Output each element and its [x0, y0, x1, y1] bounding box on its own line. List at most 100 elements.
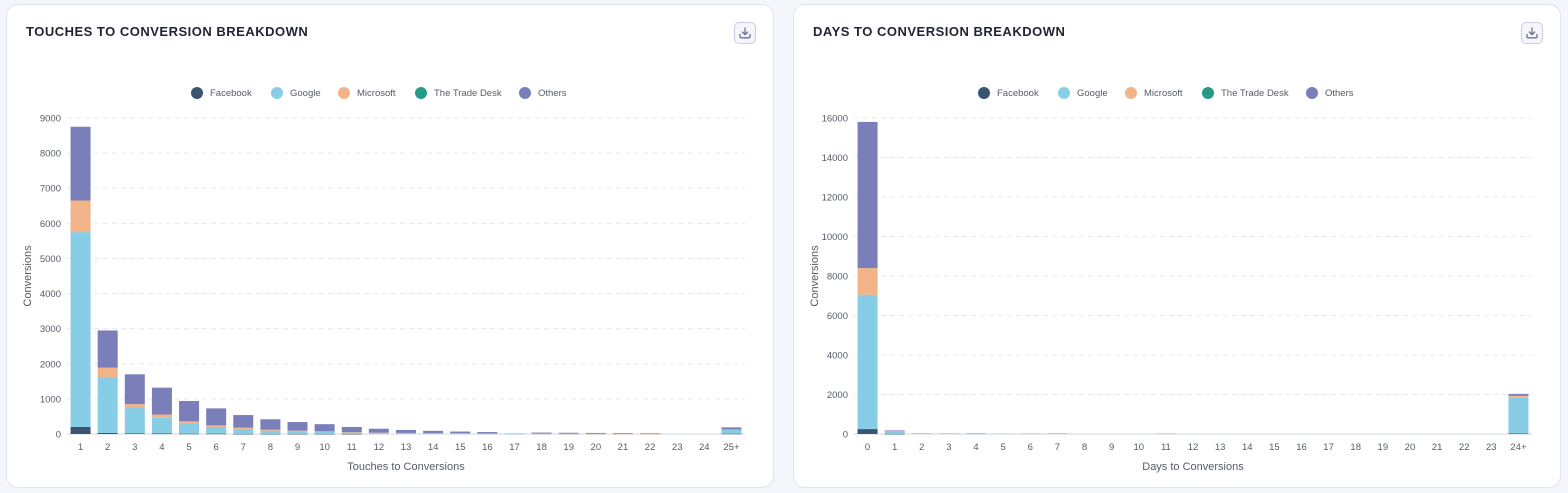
- y-tick-label: 0: [56, 430, 61, 441]
- x-tick-label: 21: [618, 442, 629, 453]
- bar-segment: [884, 431, 905, 434]
- bar-segment: [396, 429, 416, 433]
- legend-label: Microsoft: [1144, 88, 1183, 99]
- bar-segment: [341, 426, 362, 433]
- bar-segment: [260, 429, 281, 431]
- bar-segment: [423, 433, 444, 434]
- x-tick-label: 14: [428, 442, 439, 453]
- y-tick-label: 8000: [40, 149, 61, 160]
- download-button[interactable]: [734, 22, 756, 44]
- x-tick-label: 23: [1486, 442, 1497, 453]
- download-icon: [739, 27, 751, 39]
- bar-segment: [966, 433, 987, 435]
- bar-segment: [884, 433, 905, 435]
- y-tick-label: 0: [843, 430, 848, 441]
- x-tick-label: 25+: [723, 442, 740, 453]
- y-tick-label: 6000: [827, 311, 848, 322]
- bar-segment: [287, 422, 308, 431]
- x-tick-label: 9: [1109, 442, 1114, 453]
- bar-segment: [97, 377, 118, 433]
- bar-segment: [612, 433, 633, 435]
- bar-segment: [314, 424, 335, 432]
- x-tick-label: 0: [865, 442, 870, 453]
- bar-segment: [857, 268, 878, 295]
- bar-segment: [966, 433, 987, 434]
- x-tick-label: 3: [946, 442, 951, 453]
- legend-marker: [271, 87, 283, 99]
- bar-segment: [287, 430, 308, 432]
- bar-segment: [233, 427, 254, 429]
- bar-segment: [585, 433, 606, 435]
- bar-segment: [287, 431, 308, 434]
- x-tick-label: 1: [892, 442, 897, 453]
- touches-chart-card: TOUCHES TO CONVERSION BREAKDOWN Facebook…: [6, 4, 774, 488]
- bar-segment: [721, 429, 742, 434]
- bar-segment: [450, 433, 471, 434]
- y-tick-label: 2000: [827, 390, 848, 401]
- y-tick-label: 9000: [40, 114, 61, 125]
- bar-segment: [368, 432, 389, 434]
- bar-segment: [206, 425, 227, 427]
- x-tick-label: 19: [563, 442, 574, 453]
- x-tick-label: 13: [1215, 442, 1226, 453]
- bar-segment: [884, 430, 905, 432]
- y-tick-label: 14000: [822, 153, 848, 164]
- bar-segment: [179, 421, 200, 424]
- bar-segment: [124, 408, 145, 434]
- x-tick-label: 4: [973, 442, 978, 453]
- bar-segment: [287, 433, 308, 435]
- x-tick-label: 7: [241, 442, 246, 453]
- bar-segment: [857, 121, 878, 269]
- x-tick-label: 7: [1055, 442, 1060, 453]
- bar-segment: [314, 431, 335, 434]
- legend-label: Others: [1325, 88, 1354, 99]
- days-bar-chart: Facebook Google Microsoft The Trade Desk Oth…: [809, 87, 1532, 473]
- bar-segment: [1508, 395, 1529, 398]
- bar-segment: [368, 432, 389, 434]
- bar-segment: [1155, 433, 1176, 435]
- bar-segment: [721, 429, 742, 431]
- bar-segment: [1508, 397, 1529, 434]
- x-tick-label: 1: [78, 442, 83, 453]
- bar-segment: [396, 433, 416, 434]
- legend-marker: [338, 87, 350, 99]
- legend-label: Google: [290, 88, 321, 99]
- x-tick-label: 10: [319, 442, 330, 453]
- y-tick-label: 10000: [822, 232, 848, 243]
- bar-segment: [314, 431, 335, 432]
- x-tick-label: 18: [1350, 442, 1361, 453]
- bar-segment: [206, 426, 227, 434]
- x-tick-label: 13: [401, 442, 412, 453]
- bar-segment: [233, 415, 254, 428]
- bar-segment: [368, 428, 389, 433]
- bar-segment: [721, 427, 742, 430]
- bar-segment: [151, 417, 172, 434]
- x-tick-label: 16: [482, 442, 493, 453]
- bar-segment: [504, 433, 525, 434]
- legend-marker: [1202, 87, 1214, 99]
- bar-segment: [179, 400, 200, 422]
- x-tick-label: 9: [295, 442, 300, 453]
- bar-segment: [341, 433, 362, 435]
- bar-segment: [206, 433, 227, 435]
- download-button[interactable]: [1521, 22, 1543, 44]
- bar-segment: [341, 432, 362, 434]
- bar-segment: [450, 431, 471, 434]
- bar-segment: [151, 387, 172, 415]
- x-tick-label: 22: [645, 442, 656, 453]
- bar-segment: [97, 432, 118, 434]
- x-tick-label: 21: [1432, 442, 1443, 453]
- bar-segment: [233, 428, 254, 434]
- y-tick-label: 4000: [40, 289, 61, 300]
- bar-segment: [70, 200, 91, 233]
- legend-marker: [978, 87, 990, 99]
- bar-segment: [640, 433, 661, 435]
- card-title: TOUCHES TO CONVERSION BREAKDOWN: [26, 24, 309, 39]
- x-tick-label: 8: [268, 442, 273, 453]
- y-tick-label: 16000: [822, 114, 848, 125]
- bar-segment: [993, 433, 1014, 435]
- y-tick-label: 1000: [40, 394, 61, 405]
- touches-bar-chart: Facebook Google Microsoft The Trade Desk Oth…: [22, 87, 745, 473]
- y-tick-label: 5000: [40, 254, 61, 265]
- bar-segment: [151, 433, 172, 435]
